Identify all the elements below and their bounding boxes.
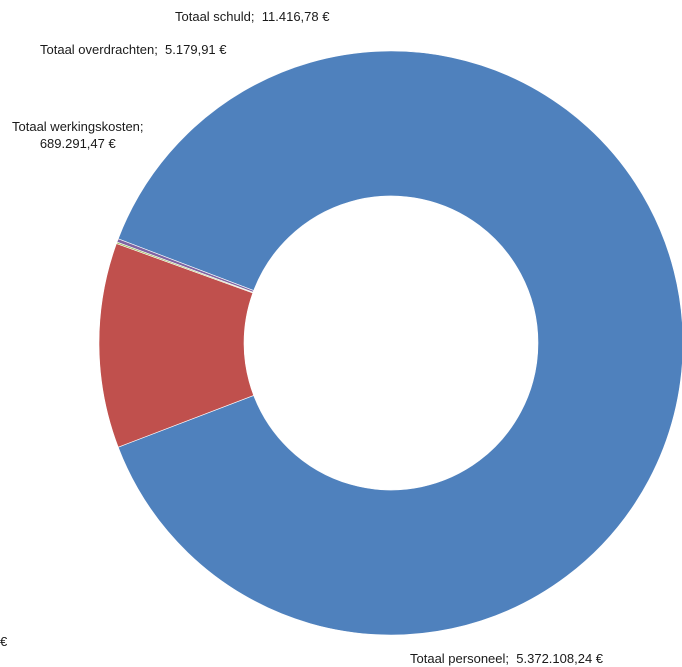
slice-name-overdrachten: Totaal overdrachten [40, 42, 155, 57]
slice-value-overdrachten: 5.179,91 € [165, 42, 227, 57]
slice-value-werkingskosten: 689.291,47 € [39, 136, 116, 151]
slice-label-schuld: Totaal schuld; 11.416,78 € [175, 8, 329, 25]
label-separator: ; [154, 42, 158, 57]
slice-value-personeel: 5.372.108,24 € [516, 651, 604, 666]
slice-label-overdrachten: Totaal overdrachten; 5.179,91 € [40, 41, 227, 58]
slice-value-schuld: 11.416,78 € [261, 9, 330, 24]
label-separator: ; [139, 119, 144, 134]
label-separator: ; [250, 9, 255, 24]
slice-name-personeel: Totaal personeel [410, 651, 506, 666]
slice-label-werkingskosten: Totaal werkingskosten; 689.291,47 € [12, 118, 144, 152]
slice-name-schuld: Totaal schuld [175, 9, 251, 24]
slice-personeel [117, 50, 682, 636]
slice-schuld [116, 238, 255, 293]
slice-label-personeel: Totaal personeel; 5.372.108,24 € [410, 650, 603, 667]
slice-name-werkingskosten: Totaal werkingskosten [12, 119, 140, 134]
label-separator: ; [505, 651, 510, 666]
truncated-label-fragment: € [0, 634, 8, 649]
